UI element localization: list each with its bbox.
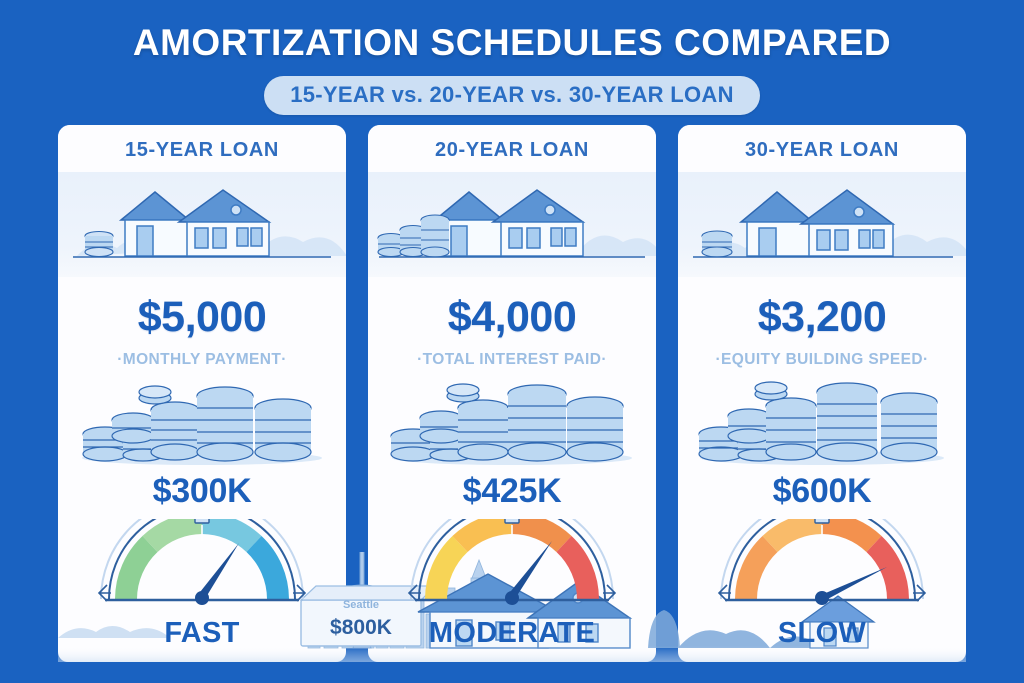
- speedometer-gauge-icon: [368, 519, 656, 611]
- primary-amount: $5,000: [137, 293, 267, 341]
- coin-stack-icon: [84, 230, 114, 258]
- speed-rating-label: MODERATE: [428, 617, 596, 649]
- secondary-amount: $600K: [772, 472, 872, 510]
- column-15-year[interactable]: 15-YEAR LOAN: [58, 125, 346, 662]
- primary-amount-label: ·MONTHLY PAYMENT·: [117, 351, 287, 368]
- secondary-amount: $425K: [462, 472, 562, 510]
- primary-amount-label: ·EQUITY BUILDING SPEED·: [715, 351, 929, 368]
- house-with-coin-stack-icon: [678, 172, 966, 277]
- column-heading: 15-YEAR LOAN: [58, 125, 346, 172]
- house-with-coin-stack-icon: [368, 172, 656, 277]
- subtitle-container: 15-YEAR vs. 20-YEAR vs. 30-YEAR LOAN: [0, 76, 1024, 115]
- coin-stacks-icon: [368, 380, 656, 466]
- coin-stacks-icon: [58, 380, 346, 466]
- subtitle-pill: 15-YEAR vs. 20-YEAR vs. 30-YEAR LOAN: [264, 76, 760, 115]
- column-heading: 20-YEAR LOAN: [368, 125, 656, 172]
- coin-stack-icon: [377, 214, 450, 258]
- column-30-year[interactable]: 30-YEAR LOAN: [678, 125, 966, 662]
- speed-rating-label: FAST: [164, 617, 240, 649]
- coin-stack-icon: [701, 230, 733, 258]
- secondary-amount: $300K: [152, 472, 252, 510]
- speedometer-gauge-icon: [58, 519, 346, 611]
- coin-stacks-icon: [678, 380, 966, 466]
- house-with-coin-stack-icon: [58, 172, 346, 277]
- primary-amount: $3,200: [757, 293, 887, 341]
- column-heading: 30-YEAR LOAN: [678, 125, 966, 172]
- comparison-columns: 15-YEAR LOAN: [58, 125, 966, 662]
- column-20-year[interactable]: 20-YEAR LOAN: [368, 125, 656, 662]
- page-title: AMORTIZATION SCHEDULES COMPARED: [132, 22, 892, 63]
- primary-amount-label: ·TOTAL INTEREST PAID·: [417, 351, 607, 368]
- speed-rating-label: SLOW: [777, 617, 867, 649]
- speedometer-gauge-icon: [678, 519, 966, 611]
- primary-amount: $4,000: [447, 293, 577, 341]
